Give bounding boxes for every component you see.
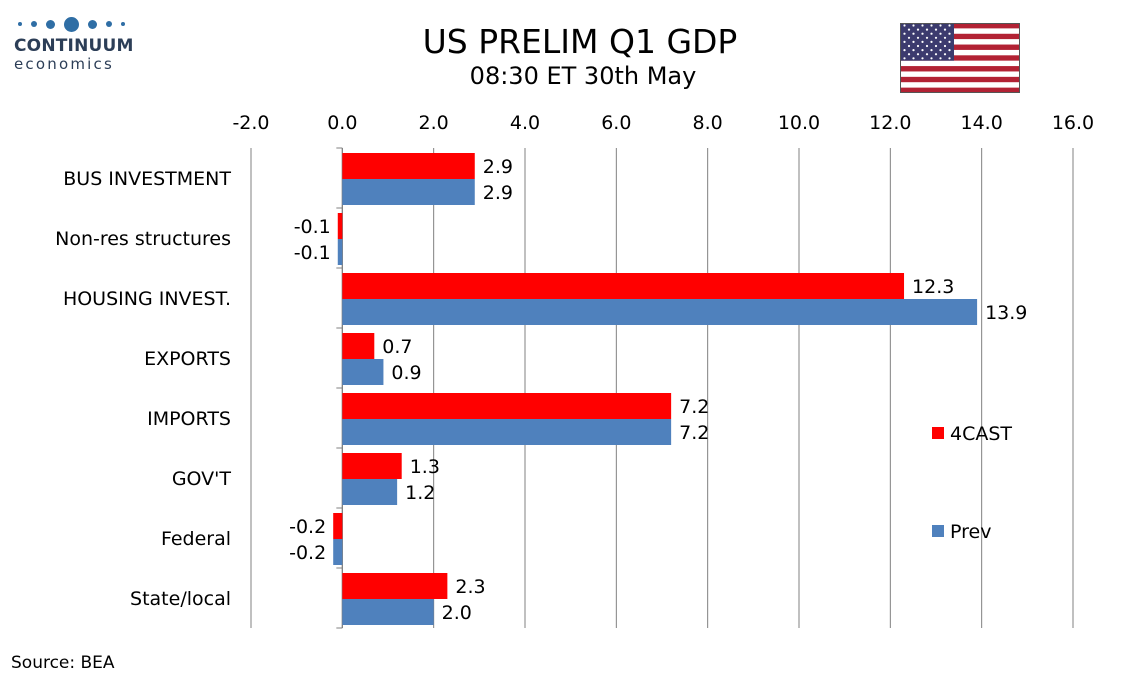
x-tick-label: 10.0 bbox=[778, 112, 820, 134]
category-label: Non-res structures bbox=[55, 228, 231, 250]
legend-swatch-prev bbox=[932, 525, 944, 537]
data-label: 2.0 bbox=[442, 602, 472, 624]
logo-tagline: economics bbox=[14, 55, 114, 73]
data-label: -0.1 bbox=[294, 242, 331, 264]
bar-4cast bbox=[333, 513, 343, 539]
category-label: HOUSING INVEST. bbox=[63, 288, 231, 310]
bar-4cast bbox=[342, 333, 375, 359]
data-label: 0.9 bbox=[391, 362, 421, 384]
bar-4cast bbox=[337, 213, 343, 239]
legend-entry: 4CAST bbox=[950, 423, 1012, 445]
bar-prev bbox=[342, 359, 384, 385]
bar-prev bbox=[342, 599, 434, 625]
category-label: State/local bbox=[130, 588, 231, 610]
category-label: IMPORTS bbox=[147, 408, 231, 430]
chart-title: US PRELIM Q1 GDP bbox=[422, 22, 738, 61]
data-label: 2.9 bbox=[483, 182, 513, 204]
legend-swatch-4cast bbox=[932, 427, 944, 439]
x-tick-label: 4.0 bbox=[510, 112, 540, 134]
bar-4cast bbox=[342, 573, 448, 599]
chart-subtitle: 08:30 ET 30th May bbox=[469, 62, 697, 90]
x-tick-label: 14.0 bbox=[961, 112, 1003, 134]
x-tick-label: 12.0 bbox=[869, 112, 911, 134]
data-label: 0.7 bbox=[382, 336, 412, 358]
bar-prev bbox=[333, 539, 343, 565]
category-label: Federal bbox=[161, 528, 231, 550]
bar-4cast bbox=[342, 153, 475, 179]
logo-dots-icon bbox=[18, 14, 144, 34]
bar-prev bbox=[342, 419, 672, 445]
bar-4cast bbox=[342, 453, 402, 479]
bar-prev bbox=[342, 479, 398, 505]
x-tick-label: -2.0 bbox=[232, 112, 269, 134]
data-label: -0.2 bbox=[289, 542, 326, 564]
bar-4cast bbox=[342, 393, 672, 419]
data-label: 2.9 bbox=[483, 156, 513, 178]
x-tick-label: 16.0 bbox=[1052, 112, 1094, 134]
data-label: 7.2 bbox=[679, 396, 709, 418]
category-label: BUS INVESTMENT bbox=[63, 168, 231, 190]
category-label: GOV'T bbox=[172, 468, 232, 490]
continuum-logo: CONTINUUM economics bbox=[14, 14, 144, 73]
bar-4cast bbox=[342, 273, 905, 299]
x-tick-label: 8.0 bbox=[693, 112, 723, 134]
legend-entry: Prev bbox=[950, 521, 991, 543]
us-flag-icon bbox=[900, 23, 1020, 93]
bar-prev bbox=[337, 239, 343, 265]
data-label: 2.3 bbox=[455, 576, 485, 598]
data-label: 1.2 bbox=[405, 482, 435, 504]
source-note: Source: BEA bbox=[11, 653, 115, 673]
data-label: 13.9 bbox=[985, 302, 1027, 324]
data-label: 1.3 bbox=[410, 456, 440, 478]
x-tick-label: 2.0 bbox=[419, 112, 449, 134]
logo-wordmark: CONTINUUM bbox=[14, 36, 134, 56]
data-label: -0.2 bbox=[289, 516, 326, 538]
data-label: 12.3 bbox=[912, 276, 954, 298]
x-tick-label: 0.0 bbox=[327, 112, 357, 134]
bar-prev bbox=[342, 299, 978, 325]
x-tick-label: 6.0 bbox=[601, 112, 631, 134]
category-label: EXPORTS bbox=[144, 348, 231, 370]
data-label: 7.2 bbox=[679, 422, 709, 444]
data-label: -0.1 bbox=[294, 216, 331, 238]
bar-prev bbox=[342, 179, 475, 205]
